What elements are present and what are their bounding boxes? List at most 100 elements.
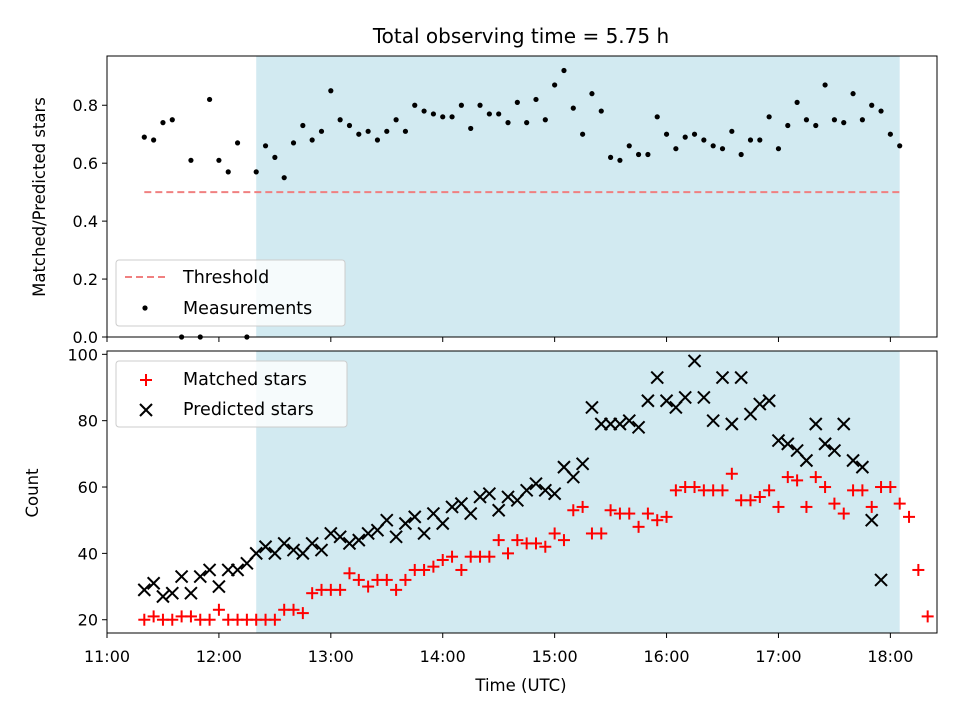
measurement-point — [794, 99, 800, 105]
predicted-point — [193, 569, 207, 584]
matched-point — [390, 583, 403, 596]
matched-point — [334, 583, 347, 596]
measurement-point — [701, 137, 707, 143]
top-series-0 — [141, 67, 903, 340]
measurement-point — [803, 117, 810, 123]
predicted-point — [771, 433, 786, 448]
measurement-point — [346, 122, 353, 129]
matched-point — [753, 490, 766, 503]
matched-point — [725, 467, 738, 480]
predicted-point — [585, 400, 599, 415]
predicted-point — [184, 586, 198, 600]
predicted-point — [501, 490, 515, 504]
measurement-point — [225, 169, 231, 175]
measurement-point — [458, 102, 464, 108]
measurement-point — [887, 131, 893, 137]
bottom-y-tick-label: 80 — [78, 412, 98, 431]
predicted-point — [305, 536, 319, 551]
matched-point — [306, 587, 319, 600]
matched-point — [212, 603, 225, 616]
predicted-point — [417, 526, 431, 541]
predicted-point — [781, 437, 795, 451]
predicted-point — [641, 394, 655, 408]
predicted-point — [753, 397, 767, 411]
measurement-point — [468, 125, 474, 132]
measurement-point — [449, 114, 455, 120]
predicted-point — [678, 390, 692, 405]
measurement-point — [356, 131, 362, 137]
measurement-point — [580, 131, 586, 137]
x-tick-label: 16:00 — [643, 647, 689, 666]
measurement-point — [552, 82, 558, 88]
top-y-tick-label: 0.8 — [73, 96, 98, 115]
top-shaded-span — [256, 56, 900, 337]
measurement-point — [281, 175, 287, 181]
x-tick-label: 13:00 — [308, 647, 354, 666]
matched-point — [138, 613, 151, 626]
measurement-point — [421, 108, 427, 114]
matched-point — [865, 500, 878, 513]
measurement-point — [393, 117, 399, 123]
predicted-point — [697, 390, 711, 405]
measurement-point — [262, 143, 269, 149]
matched-point — [623, 507, 636, 520]
measurement-point — [374, 137, 381, 143]
predicted-point — [473, 490, 487, 504]
x-tick-label: 12:00 — [196, 647, 242, 666]
matched-point — [203, 613, 216, 626]
matched-point — [595, 527, 608, 540]
matched-point — [604, 504, 617, 517]
predicted-point — [491, 503, 506, 517]
legend-predicted-marker — [139, 403, 153, 417]
bottom-axes-frame — [106, 350, 938, 634]
measurement-point — [654, 114, 660, 120]
predicted-point — [137, 583, 152, 597]
matched-point — [893, 497, 906, 510]
bottom-series-0 — [138, 467, 934, 626]
predicted-point — [725, 417, 739, 431]
measurement-point — [617, 157, 623, 163]
predicted-point — [324, 526, 338, 541]
measurement-point — [542, 117, 548, 123]
predicted-point — [482, 486, 497, 501]
predicted-point — [249, 546, 263, 561]
matched-point — [828, 497, 841, 510]
measurement-point — [477, 102, 483, 108]
x-tick-label: 18:00 — [867, 647, 913, 666]
measurement-point — [533, 96, 539, 103]
measurement-point — [775, 146, 782, 152]
measurement-point — [188, 157, 194, 163]
measurement-point — [738, 151, 744, 158]
measurement-point — [859, 117, 865, 123]
measurement-point — [607, 154, 614, 160]
matched-point — [548, 527, 561, 540]
predicted-point — [277, 536, 291, 551]
predicted-point — [230, 563, 245, 577]
matched-point — [781, 471, 794, 484]
measurement-point — [813, 122, 819, 129]
matched-point — [268, 613, 281, 626]
predicted-point — [613, 417, 627, 431]
matched-point — [184, 610, 197, 623]
measurement-point — [365, 128, 371, 134]
matched-point — [744, 494, 757, 507]
predicted-point — [874, 573, 888, 587]
measurement-point — [626, 143, 632, 149]
matched-point — [380, 573, 393, 586]
measurement-point — [897, 143, 903, 149]
predicted-point — [762, 394, 776, 408]
matched-point — [343, 567, 356, 580]
predicted-point — [202, 563, 217, 577]
measurement-point — [841, 120, 847, 126]
x-tick-label: 15:00 — [532, 647, 578, 666]
measurement-point — [570, 105, 576, 111]
measurement-point — [328, 88, 334, 94]
predicted-point — [809, 417, 823, 431]
matched-point — [809, 471, 822, 484]
measurement-point — [524, 120, 530, 126]
measurement-point — [440, 114, 446, 120]
predicted-point — [174, 569, 189, 584]
predicted-point — [827, 443, 842, 458]
x-axis-label: Time (UTC) — [474, 676, 566, 695]
